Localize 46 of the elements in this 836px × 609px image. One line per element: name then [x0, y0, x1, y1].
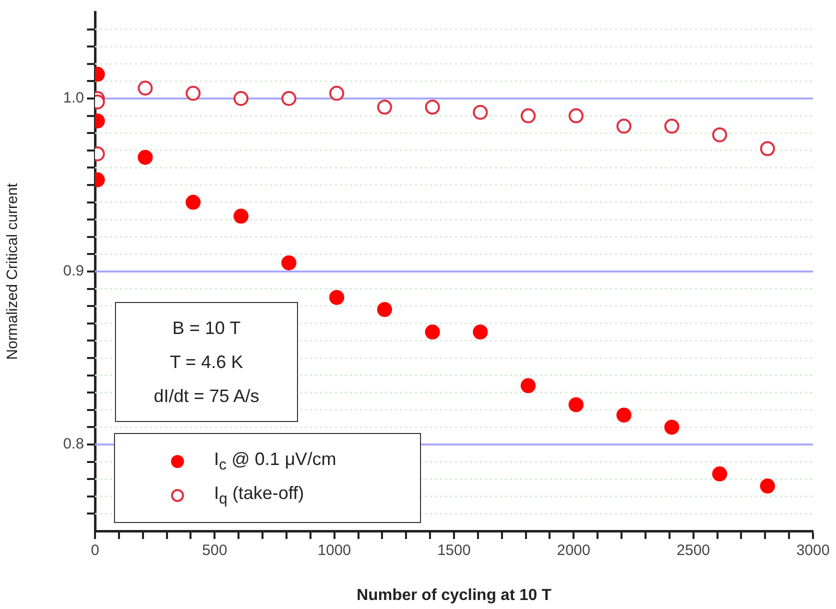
point	[520, 378, 536, 394]
point	[377, 302, 392, 318]
point	[616, 118, 632, 134]
y-tick-label: 1.0	[63, 90, 84, 107]
point	[186, 194, 201, 210]
point	[616, 408, 632, 423]
point	[472, 104, 488, 120]
point	[377, 100, 392, 115]
point	[233, 208, 248, 224]
x-tick-label: 500	[202, 542, 228, 560]
point	[520, 108, 536, 124]
point	[138, 150, 153, 165]
point	[424, 324, 440, 340]
point	[424, 100, 440, 115]
point	[568, 397, 584, 412]
point	[138, 80, 153, 96]
y-tick-label: 0.8	[63, 436, 84, 453]
annotation: T = 4.6 K	[168, 351, 244, 374]
point	[712, 466, 728, 482]
annotation: dI/dt = 75 A/s	[152, 385, 260, 408]
point	[329, 86, 344, 101]
x-tick-label: 1000	[318, 542, 352, 560]
point	[233, 91, 248, 106]
point	[760, 141, 776, 156]
point	[664, 118, 680, 134]
legend-label: I$_{c}$ @ 0.1 μV/cm	[214, 448, 336, 474]
y-tick-label: 0.9	[63, 262, 84, 280]
point	[664, 420, 680, 435]
point	[281, 91, 296, 106]
point	[760, 478, 776, 494]
y-axis-title: Normalized Critical current	[4, 182, 22, 360]
x-axis-title: Number of cycling at 10 T	[356, 586, 552, 604]
x-tick-label: 3000	[796, 542, 830, 560]
point	[186, 86, 201, 101]
point	[472, 324, 488, 340]
x-tick-label: 1500	[437, 542, 471, 560]
x-tick-label: 2500	[676, 542, 710, 560]
x-tick-label: 0	[90, 542, 100, 560]
x-tick-label: 2000	[556, 542, 590, 560]
point	[568, 108, 584, 124]
legend-label: I$_{q}$ (take-off)	[214, 482, 304, 508]
point	[712, 127, 728, 142]
point	[329, 290, 344, 305]
annotation: B = 10 T	[171, 317, 242, 340]
point	[281, 255, 296, 270]
note-box: B = 10 T T = 4.6 K dI/dt = 75 A/s	[115, 302, 298, 422]
